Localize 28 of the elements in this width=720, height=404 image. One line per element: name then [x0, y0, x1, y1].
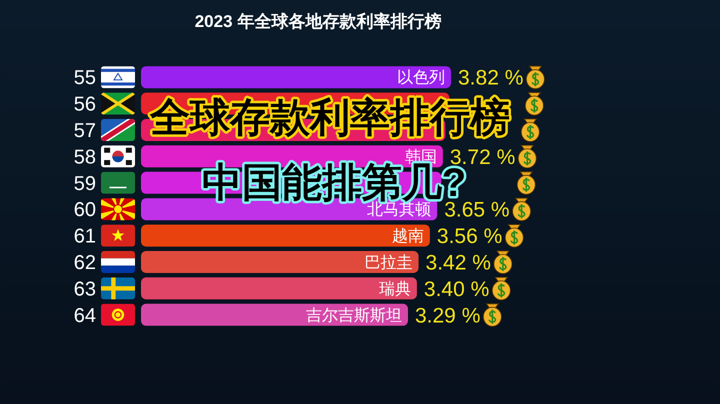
- data-label: 3.65 %: [444, 198, 510, 222]
- y-tick-label: 63: [74, 278, 96, 300]
- data-label: 3.40 %: [424, 278, 490, 301]
- data-label: 3.42 %: [426, 252, 491, 274]
- bar: [141, 304, 408, 326]
- bar: [141, 66, 451, 88]
- annotation: 瑞典: [378, 280, 411, 298]
- annotation: 巴拉圭: [364, 254, 413, 272]
- y-tick-label: 57: [74, 120, 96, 142]
- y-tick-label: 55: [74, 67, 96, 90]
- chart-title: 2023 年全球各地存款利率排行榜: [194, 12, 442, 31]
- annotation: 以色列: [397, 68, 445, 87]
- bar: [141, 251, 419, 273]
- bar: [141, 224, 430, 247]
- annotation: 吉尔吉斯斯坦: [306, 306, 402, 324]
- annotation: 越南: [392, 227, 424, 246]
- y-tick-label: 59: [74, 172, 96, 195]
- data-label: 3.82 %: [458, 66, 524, 90]
- y-tick-label: 61: [74, 226, 96, 248]
- data-label: 3.56 %: [436, 225, 502, 248]
- data-label: 3.29 %: [414, 304, 480, 328]
- y-tick-label: 64: [74, 304, 96, 327]
- y-tick-label: 56: [74, 94, 96, 116]
- bar: [141, 277, 417, 300]
- annotation: 北马其顿: [367, 200, 432, 219]
- y-tick-label: 58: [74, 146, 96, 168]
- y-tick-label: 60: [74, 199, 96, 222]
- y-tick-label: 62: [74, 252, 96, 274]
